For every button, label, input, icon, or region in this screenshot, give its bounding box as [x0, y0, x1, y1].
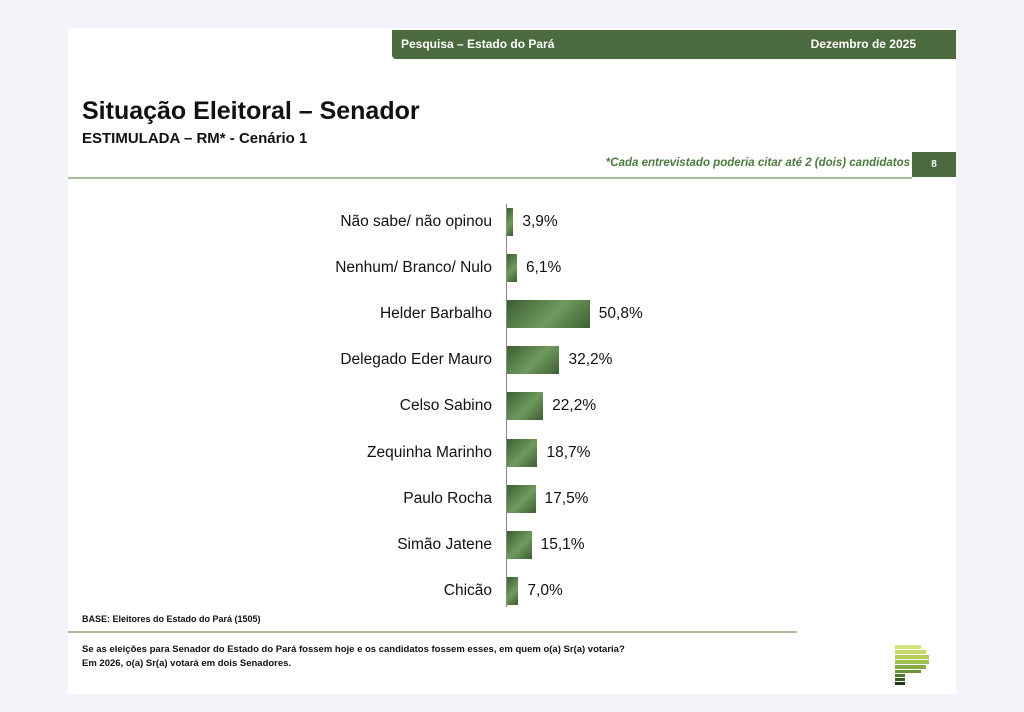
- category-label: Delegado Eder Mauro: [340, 351, 492, 369]
- bar: [507, 484, 536, 513]
- page-number: 8: [912, 152, 956, 177]
- value-label: 17,5%: [544, 489, 589, 507]
- category-label: Não sabe/ não opinou: [340, 213, 492, 230]
- page-title: Situação Eleitoral – Senador: [82, 97, 420, 125]
- question-line-2: Em 2026, o(a) Sr(a) votará em dois Senad…: [82, 658, 292, 669]
- question-line-1: Se as eleições para Senador do Estado do…: [82, 644, 625, 655]
- category-label: Zequinha Marinho: [367, 443, 492, 461]
- category-label: Celso Sabino: [399, 397, 492, 415]
- category-label: Simão Jatene: [397, 535, 492, 553]
- logo-icon: [895, 645, 929, 685]
- bar: [507, 346, 560, 375]
- bar: [507, 576, 519, 605]
- bar: [507, 300, 590, 329]
- header-date: Dezembro de 2025: [810, 37, 916, 51]
- value-label: 3,9%: [522, 213, 558, 230]
- value-label: 15,1%: [540, 535, 585, 553]
- bar: [507, 530, 532, 559]
- bar: [507, 438, 538, 467]
- category-label: Nenhum/ Branco/ Nulo: [335, 259, 492, 277]
- category-label: Paulo Rocha: [403, 489, 492, 507]
- page-subtitle: ESTIMULADA – RM* - Cenário 1: [82, 130, 308, 147]
- divider: [68, 177, 912, 179]
- value-label: 18,7%: [546, 443, 591, 461]
- bar: [507, 208, 514, 236]
- value-label: 6,1%: [525, 259, 562, 277]
- header-survey: Pesquisa – Estado do Pará: [401, 37, 555, 51]
- category-label: Helder Barbalho: [379, 305, 492, 323]
- value-label: 7,0%: [527, 581, 563, 599]
- base-note: BASE: Eleitores do Estado do Pará (1505): [82, 614, 261, 624]
- header-bar: Pesquisa – Estado do Pará Dezembro de 20…: [392, 30, 956, 59]
- bar: [507, 392, 544, 421]
- category-label: Chicão: [443, 581, 492, 599]
- value-label: 50,8%: [598, 305, 643, 323]
- y-axis: [506, 204, 507, 607]
- footnote: *Cada entrevistado poderia citar até 2 (…: [605, 157, 910, 169]
- bar: [507, 254, 517, 283]
- divider: [68, 631, 797, 633]
- value-label: 22,2%: [552, 397, 597, 415]
- value-label: 32,2%: [568, 351, 613, 369]
